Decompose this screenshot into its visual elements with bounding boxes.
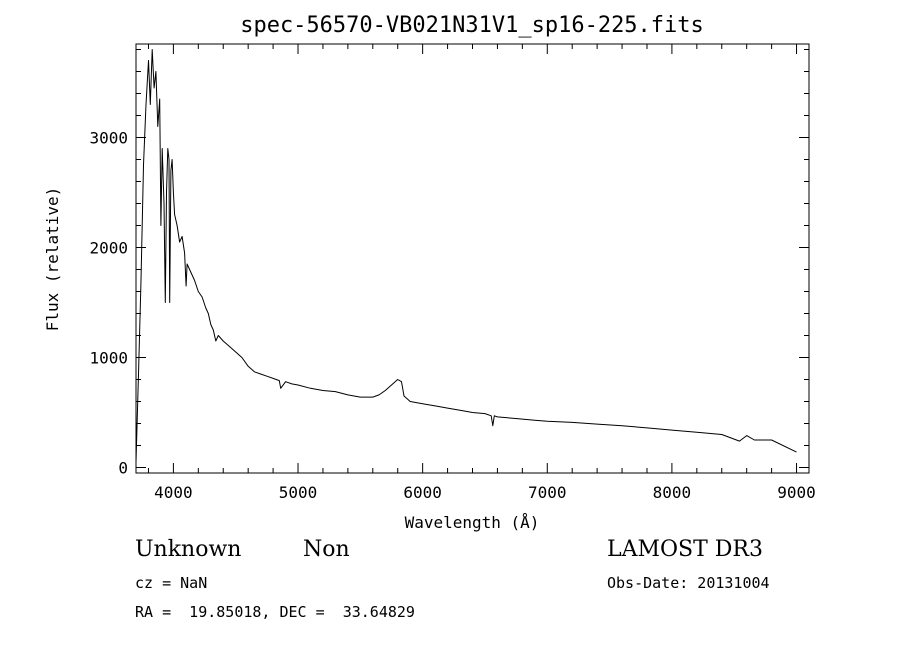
survey-label: LAMOST DR3 (607, 537, 763, 562)
obs-date-label: Obs-Date: 20131004 (607, 574, 770, 592)
y-axis-label: Flux (relative) (43, 187, 62, 332)
x-tick-label: 8000 (653, 483, 692, 502)
x-tick-label: 9000 (777, 483, 816, 502)
object-class-label: Unknown (135, 537, 242, 562)
y-tick-label: 0 (118, 459, 128, 478)
spectrum-series-group (135, 49, 797, 463)
object-subclass-label: Non (303, 537, 350, 562)
x-tick-label: 7000 (528, 483, 567, 502)
y-axis-ticks: 0 1000 2000 3000 (89, 49, 809, 478)
plot-frame (135, 43, 810, 474)
y-tick-label: 3000 (89, 129, 128, 148)
redshift-label: cz = NaN (135, 574, 208, 592)
x-tick-label: 6000 (403, 483, 442, 502)
x-tick-label: 5000 (279, 483, 318, 502)
x-axis-ticks: 4000 5000 6000 7000 8000 9000 (147, 44, 816, 502)
x-tick-label: 4000 (154, 483, 193, 502)
coordinates-label: RA = 19.85018, DEC = 33.64829 (135, 603, 415, 621)
spectrum-line (135, 49, 797, 463)
chart-title: spec-56570-VB021N31V1_sp16-225.fits (240, 13, 704, 38)
y-tick-label: 1000 (89, 349, 128, 368)
y-tick-label: 2000 (89, 239, 128, 258)
x-axis-label: Wavelength (Å) (405, 513, 540, 532)
